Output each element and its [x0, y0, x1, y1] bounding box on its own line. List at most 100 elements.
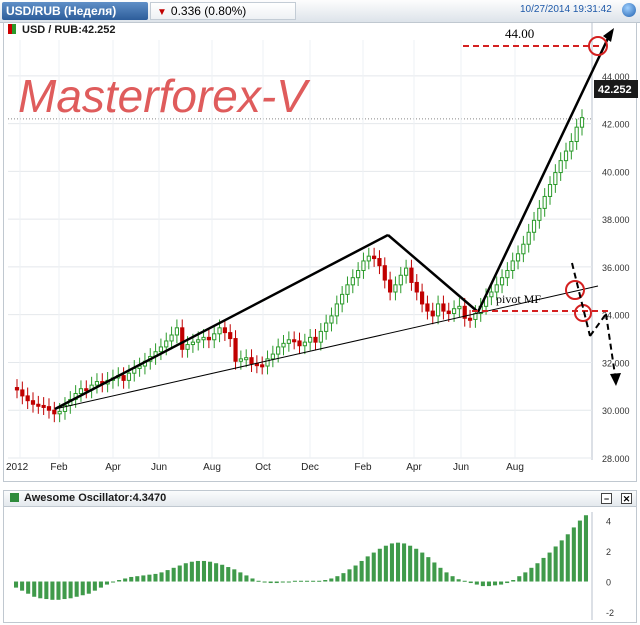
candle-body	[542, 195, 547, 209]
candle-body	[430, 310, 435, 317]
price-tick-label: 38.000	[602, 215, 630, 225]
price-tick-label: 44.000	[602, 72, 630, 82]
candle-body	[441, 303, 446, 312]
candle-body	[78, 388, 84, 395]
price-tick-label: 40.000	[602, 167, 630, 177]
candle-body	[388, 279, 393, 293]
price-tick-label: 28.000	[602, 454, 630, 464]
candle-body	[515, 253, 521, 262]
time-tick-label: 2012	[6, 462, 29, 473]
price-tick-label: 34.000	[602, 311, 630, 321]
price-tick-label: 32.000	[602, 358, 630, 368]
symbol-tab[interactable]: USD/RUB (Неделя)	[2, 2, 148, 20]
time-tick-label: Apr	[406, 462, 422, 473]
time-tick-label: Jun	[151, 462, 167, 473]
candle-body	[212, 333, 217, 341]
annotation-overlays: 44.00 pivot MF	[54, 26, 621, 411]
price-tick-label: 42.000	[602, 120, 630, 130]
candle-body	[286, 339, 291, 344]
price-change-value: 0.336 (0.80%)	[170, 4, 247, 18]
candle-body	[84, 388, 89, 392]
price-chart-panel	[3, 22, 637, 482]
candle-body	[547, 184, 553, 197]
candle-body	[169, 334, 174, 342]
candle-body	[158, 346, 164, 353]
candle-body	[553, 172, 558, 186]
candle-body	[377, 258, 382, 267]
candle-body	[281, 342, 286, 348]
candle-body	[276, 346, 281, 355]
candle-body	[94, 381, 100, 386]
scenario-path-2	[589, 313, 607, 337]
candle-body	[324, 322, 329, 332]
candle-body	[185, 344, 190, 350]
chart-header: USD / RUB:42.252	[8, 24, 116, 36]
candle-body	[201, 336, 206, 341]
price-tick-label: 36.000	[602, 263, 630, 273]
candle-body	[419, 291, 425, 305]
candle-body	[382, 265, 387, 281]
candle-body	[409, 267, 414, 283]
candle-body	[334, 303, 339, 317]
candle-body	[20, 389, 25, 397]
candle-body	[25, 395, 30, 402]
candle-body	[30, 400, 36, 405]
time-tick-label: Apr	[105, 462, 121, 473]
candle-body	[350, 277, 355, 286]
candle-body	[361, 260, 366, 271]
time-tick-label: Dec	[301, 462, 319, 473]
candle-body	[126, 372, 132, 381]
candle-body	[41, 404, 46, 408]
top-toolbar: USD/RUB (Неделя) ▼ 0.336 (0.80%) 10/27/20…	[0, 0, 640, 23]
price-chart: 28.000 30.000 32.000 34.000 36.000 38.000 40.0…	[6, 22, 638, 473]
close-button[interactable]: ✕	[621, 493, 632, 504]
candle-body	[398, 274, 403, 286]
scenario-arrowhead	[610, 373, 621, 386]
pivot-label: pivot MF	[496, 292, 541, 306]
candle-body	[302, 341, 307, 347]
candle-body	[46, 406, 52, 411]
target-arrowhead	[603, 28, 614, 42]
trendline-1	[54, 233, 389, 411]
trendline-2	[387, 234, 479, 313]
price-tick-label: 30.000	[602, 406, 630, 416]
candle-body	[462, 305, 467, 319]
bar-chart-icon	[10, 493, 19, 502]
globe-icon[interactable]	[622, 3, 636, 17]
candle-body	[180, 327, 185, 350]
candle-body	[228, 332, 233, 340]
price-change-box: ▼ 0.336 (0.80%)	[150, 2, 296, 20]
candle-body	[404, 267, 409, 276]
minimize-button[interactable]: −	[601, 493, 612, 504]
time-tick-label: Oct	[255, 462, 271, 473]
candle-body	[329, 315, 334, 324]
candle-body	[121, 375, 126, 381]
candle-body	[270, 353, 275, 360]
oscillator-panel	[3, 507, 637, 623]
candle-body	[446, 310, 451, 314]
candle-body	[222, 327, 227, 334]
candle-body	[414, 281, 419, 293]
last-price-value: 42.252	[598, 84, 632, 96]
scenario-path-3	[605, 313, 616, 376]
candle-body	[260, 364, 265, 368]
down-arrow-icon: ▼	[157, 7, 167, 18]
candle-body	[196, 339, 201, 343]
candles-group	[14, 109, 585, 423]
scenario-path-1	[571, 262, 591, 337]
candle-body	[393, 284, 398, 293]
timestamp: 10/27/2014 19:31:42	[520, 4, 612, 15]
candle-body	[425, 303, 430, 312]
time-tick-label: Aug	[506, 462, 524, 473]
candle-body	[297, 340, 302, 347]
candle-body	[292, 339, 297, 343]
candle-body	[579, 117, 585, 128]
candle-body	[62, 404, 68, 412]
support-line	[54, 285, 599, 410]
candle-body	[451, 308, 457, 314]
oscillator-label: Awesome Oscillator:4.3470	[24, 492, 167, 504]
candle-body	[574, 126, 579, 143]
time-tick-label: Aug	[203, 462, 221, 473]
candle-body	[510, 260, 515, 271]
price-grid: 28.000 30.000 32.000 34.000 36.000 38.000 40.0…	[6, 22, 630, 473]
